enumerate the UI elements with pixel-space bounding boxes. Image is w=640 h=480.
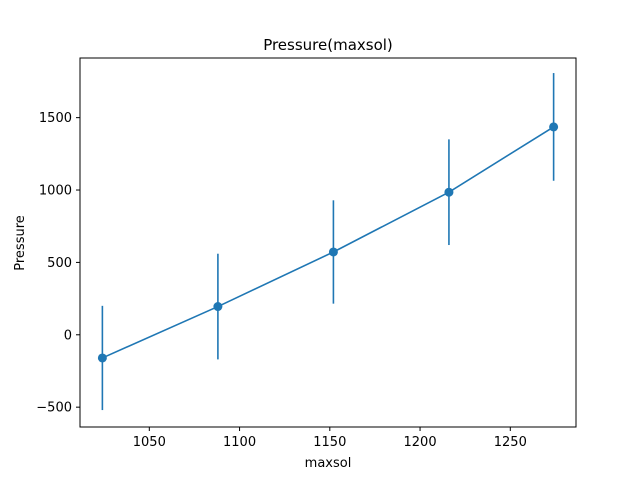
x-tick-label: 1100: [223, 435, 256, 450]
y-tick-label: 0: [64, 328, 72, 343]
plot-area: [97, 73, 559, 411]
y-axis: −500 0 500 1000 1500: [36, 111, 80, 416]
data-point: [549, 122, 559, 132]
x-tick-label: 1250: [494, 435, 527, 450]
y-axis-label: Pressure: [13, 215, 28, 271]
x-tick-label: 1150: [313, 435, 346, 450]
data-point: [444, 187, 454, 197]
y-tick-label: −500: [36, 401, 72, 416]
y-tick-label: 1000: [39, 184, 72, 199]
y-tick-label: 500: [47, 256, 72, 271]
data-point: [213, 302, 223, 312]
data-point: [97, 353, 107, 363]
chart-title: Pressure(maxsol): [263, 36, 393, 54]
x-axis: 1050 1100 1150 1200 1250: [133, 427, 527, 450]
y-tick-label: 1500: [39, 111, 72, 126]
data-point: [328, 247, 338, 257]
x-axis-label: maxsol: [305, 456, 352, 471]
axes-frame: [79, 57, 577, 428]
x-tick-label: 1050: [133, 435, 166, 450]
x-tick-label: 1200: [404, 435, 437, 450]
